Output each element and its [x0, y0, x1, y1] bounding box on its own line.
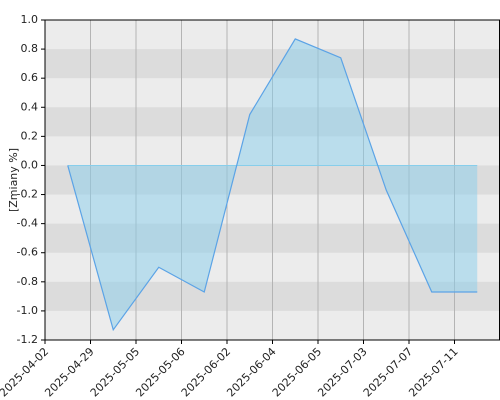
y-tick-label: -0.2: [17, 188, 38, 201]
y-tick-label: 0.4: [21, 100, 39, 113]
x-tick-label: 2025-07-11: [406, 345, 460, 399]
y-tick-label: -0.6: [17, 246, 38, 259]
y-tick-label: 0.0: [21, 158, 39, 171]
y-tick-label: -0.8: [17, 275, 38, 288]
y-tick-label: -1.0: [17, 304, 38, 317]
y-tick-label: 0.8: [21, 42, 39, 55]
line: [67, 38, 478, 332]
y-tick-label: 0.6: [21, 71, 39, 84]
area: [67, 38, 478, 330]
y-tick-label: 1.0: [21, 13, 39, 26]
y-tick-label: -1.2: [17, 333, 38, 346]
y-tick-label: 0.2: [21, 129, 39, 142]
y-axis-label: [Zmiany %]: [7, 148, 20, 212]
y-tick-label: -0.4: [17, 217, 38, 230]
